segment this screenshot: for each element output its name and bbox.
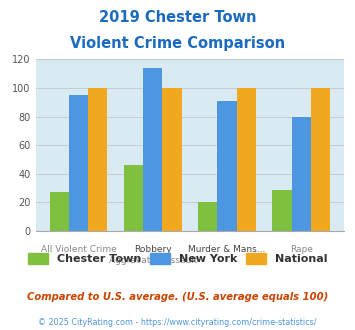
Bar — [163, 88, 182, 231]
Bar — [292, 116, 311, 231]
Text: All Violent Crime: All Violent Crime — [40, 245, 116, 254]
Text: Aggravated Assault: Aggravated Assault — [109, 256, 197, 265]
Bar — [198, 202, 217, 231]
Text: Compared to U.S. average. (U.S. average equals 100): Compared to U.S. average. (U.S. average … — [27, 292, 328, 302]
Text: Murder & Mans...: Murder & Mans... — [189, 245, 266, 254]
Bar — [50, 192, 69, 231]
Bar — [143, 68, 163, 231]
Bar — [311, 88, 330, 231]
Bar — [69, 95, 88, 231]
Bar — [88, 88, 108, 231]
Text: 2019 Chester Town: 2019 Chester Town — [99, 10, 256, 25]
Bar — [272, 189, 292, 231]
Bar — [124, 165, 143, 231]
Text: Rape: Rape — [290, 245, 313, 254]
Text: © 2025 CityRating.com - https://www.cityrating.com/crime-statistics/: © 2025 CityRating.com - https://www.city… — [38, 318, 317, 327]
Text: Violent Crime Comparison: Violent Crime Comparison — [70, 36, 285, 51]
Bar — [237, 88, 256, 231]
Legend: Chester Town, New York, National: Chester Town, New York, National — [24, 250, 331, 268]
Text: Robbery: Robbery — [134, 245, 171, 254]
Bar — [217, 101, 237, 231]
